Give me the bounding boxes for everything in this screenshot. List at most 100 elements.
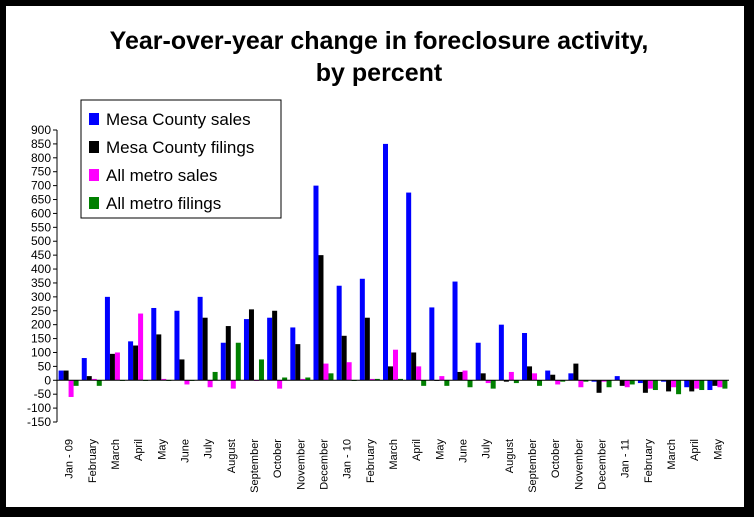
bar bbox=[550, 374, 556, 381]
bar bbox=[156, 334, 162, 381]
x-tick-label: March bbox=[666, 439, 678, 470]
bar bbox=[498, 324, 504, 381]
bar bbox=[277, 380, 283, 389]
x-tick-label: June bbox=[179, 439, 191, 463]
bar bbox=[689, 380, 695, 392]
bar bbox=[202, 317, 208, 381]
bar bbox=[583, 380, 589, 382]
x-tick-label: June bbox=[458, 439, 470, 463]
y-tick-label: -100 bbox=[27, 401, 51, 415]
bar bbox=[282, 377, 288, 381]
legend-label: All metro sales bbox=[106, 166, 217, 185]
bar bbox=[197, 296, 203, 381]
legend-swatch bbox=[89, 197, 99, 209]
bar bbox=[184, 380, 190, 385]
bar bbox=[568, 373, 574, 381]
bar bbox=[606, 380, 612, 388]
bar bbox=[485, 380, 491, 384]
x-tick-label: Jan - 10 bbox=[342, 439, 354, 479]
chart-title: Year-over-year change in foreclosure act… bbox=[110, 27, 649, 55]
y-axis: 9008508007507006506005505004504003503002… bbox=[27, 123, 58, 429]
bar bbox=[624, 380, 630, 388]
bar bbox=[661, 380, 667, 382]
bar bbox=[513, 380, 519, 384]
bar bbox=[305, 377, 311, 381]
bar bbox=[220, 342, 226, 381]
bar bbox=[388, 366, 393, 381]
bar bbox=[212, 371, 218, 381]
bar bbox=[560, 380, 566, 382]
x-tick-label: October bbox=[550, 439, 562, 478]
bar bbox=[235, 342, 241, 381]
bar bbox=[527, 366, 533, 381]
x-tick-label: December bbox=[318, 439, 330, 490]
bar bbox=[258, 359, 264, 381]
x-tick-label: February bbox=[643, 439, 655, 484]
x-tick-label: February bbox=[87, 439, 99, 484]
y-tick-label: 400 bbox=[31, 262, 51, 276]
bar bbox=[313, 185, 319, 381]
legend-swatch bbox=[89, 141, 99, 153]
x-tick-label: November bbox=[295, 439, 307, 490]
bar bbox=[323, 363, 329, 381]
bar bbox=[578, 380, 584, 388]
legend-swatch bbox=[89, 169, 99, 181]
bar bbox=[694, 380, 700, 389]
y-tick-label: 750 bbox=[31, 165, 51, 179]
bar bbox=[545, 370, 551, 381]
y-tick-label: -150 bbox=[27, 415, 51, 429]
bar bbox=[671, 380, 677, 388]
x-tick-label: September bbox=[249, 439, 261, 493]
y-tick-label: 350 bbox=[31, 276, 51, 290]
bar bbox=[346, 362, 352, 381]
bar bbox=[411, 352, 417, 381]
bar bbox=[503, 380, 509, 382]
y-tick-label: 300 bbox=[31, 290, 51, 304]
y-tick-label: 700 bbox=[31, 179, 51, 193]
bar bbox=[452, 281, 458, 381]
bar bbox=[73, 380, 79, 386]
x-tick-label: November bbox=[573, 439, 585, 490]
bar bbox=[712, 380, 718, 386]
x-tick-label: February bbox=[365, 439, 377, 484]
bar bbox=[467, 380, 473, 388]
bar bbox=[91, 378, 97, 381]
bar bbox=[614, 376, 620, 381]
bar bbox=[248, 309, 254, 381]
bar bbox=[537, 380, 543, 386]
y-tick-label: 600 bbox=[31, 206, 51, 220]
bar bbox=[406, 192, 412, 381]
x-tick-label: April bbox=[411, 439, 423, 461]
bar bbox=[555, 380, 561, 385]
y-tick-label: 650 bbox=[31, 193, 51, 207]
x-tick-label: March bbox=[388, 439, 400, 470]
bar bbox=[114, 352, 120, 381]
x-tick-label: August bbox=[226, 439, 238, 473]
bar bbox=[151, 307, 157, 381]
y-tick-label: 800 bbox=[31, 151, 51, 165]
bar bbox=[290, 327, 296, 381]
bar bbox=[272, 310, 278, 381]
x-tick-label: October bbox=[272, 439, 284, 478]
bar bbox=[174, 310, 180, 381]
x-tick-label: May bbox=[156, 439, 168, 460]
bar bbox=[601, 380, 607, 382]
x-tick-label: April bbox=[133, 439, 145, 461]
chart-area: Year-over-year change in foreclosure act… bbox=[5, 5, 745, 508]
legend-label: Mesa County sales bbox=[106, 110, 251, 129]
bar bbox=[336, 285, 342, 381]
bar bbox=[699, 380, 705, 391]
bar bbox=[63, 370, 69, 381]
bar bbox=[207, 380, 213, 388]
y-tick-label: 100 bbox=[31, 345, 51, 359]
bar bbox=[328, 373, 334, 381]
bar bbox=[341, 335, 347, 381]
bar bbox=[393, 349, 398, 381]
legend-label: All metro filings bbox=[106, 194, 221, 213]
bar bbox=[68, 380, 74, 397]
bar bbox=[429, 307, 435, 381]
bar bbox=[666, 380, 672, 392]
y-tick-label: 50 bbox=[38, 359, 52, 373]
x-tick-label: March bbox=[110, 439, 122, 470]
bar bbox=[637, 380, 643, 384]
